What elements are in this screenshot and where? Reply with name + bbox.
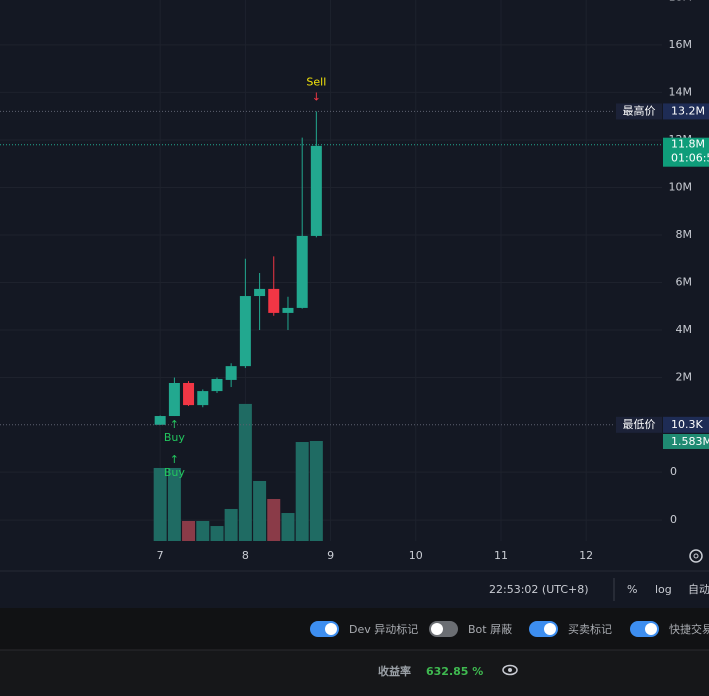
volume-bar <box>153 467 167 541</box>
volume-bar <box>210 526 224 541</box>
badge-bg <box>663 416 709 433</box>
badge-label: 最低价 <box>623 418 656 431</box>
footer-bg <box>0 650 709 696</box>
badge-bg <box>616 416 662 433</box>
current-price: 11.8M <box>671 138 705 151</box>
gear[interactable] <box>689 549 703 563</box>
candle-body <box>168 383 180 417</box>
volume-bar <box>253 480 267 541</box>
x-tick-label: 8 <box>242 549 249 562</box>
candle-body <box>282 307 294 313</box>
y-tick-label: 18M <box>669 0 693 3</box>
volume-bar <box>309 440 323 541</box>
volume-value: 1.583M <box>671 435 709 448</box>
toggle-knob[interactable] <box>325 623 337 635</box>
y-tick-label: 10M <box>669 180 693 193</box>
volume-bar <box>167 467 181 541</box>
clock: 22:53:02 (UTC+8) <box>489 583 589 596</box>
volume-bar <box>182 520 196 541</box>
candle-body <box>296 235 308 308</box>
toggle[interactable]: Dev 异动标记 <box>310 621 418 637</box>
percent-button[interactable]: % <box>627 583 637 596</box>
toggle-knob[interactable] <box>431 623 443 635</box>
log-button[interactable]: log <box>655 583 672 596</box>
auto-button[interactable]: 自动 <box>688 583 709 596</box>
volume-bar <box>224 508 238 541</box>
settings-icon[interactable] <box>689 549 703 563</box>
return-value: 632.85 % <box>426 665 483 678</box>
y-tick-label: 14M <box>669 85 693 98</box>
candle-body <box>183 383 195 406</box>
toggle-label: 快捷交易 <box>669 622 709 636</box>
plot <box>153 111 323 541</box>
chart-bg <box>0 0 709 571</box>
volume-bar <box>196 520 210 541</box>
candle-body <box>268 288 280 313</box>
y-tick-label: 4M <box>676 323 693 336</box>
x-tick-label: 9 <box>327 549 334 562</box>
annotation-text: Sell <box>306 75 326 88</box>
badge-label: 最高价 <box>623 103 656 117</box>
toggle-knob[interactable] <box>544 623 556 635</box>
y2-tick-label: 0 <box>670 465 677 478</box>
y-tick-label: 8M <box>676 228 693 241</box>
annotation-text: Buy <box>164 431 186 444</box>
candle-body <box>310 145 322 236</box>
volume-badge <box>663 433 709 449</box>
toggle-knob[interactable] <box>645 623 657 635</box>
x-tick-label: 11 <box>494 549 508 562</box>
candle-body <box>154 416 166 425</box>
pupil[interactable] <box>508 668 512 672</box>
annotation-arrow: ↑ <box>170 453 179 466</box>
badge-bg <box>663 103 709 120</box>
candle-body <box>225 366 237 380</box>
x-tick-label: 10 <box>409 549 423 562</box>
annotation-text: Buy <box>164 466 186 479</box>
toggle[interactable]: 快捷交易 <box>630 621 709 637</box>
toggle[interactable]: 买卖标记 <box>529 621 612 637</box>
x-tick-label: 12 <box>579 549 593 562</box>
candle-body <box>254 288 266 297</box>
current-price-badge <box>663 137 709 167</box>
toggle[interactable]: Bot 屏蔽 <box>429 621 512 637</box>
return-label: 收益率 <box>378 664 411 678</box>
toggle-label: Dev 异动标记 <box>349 622 418 636</box>
volume-bar <box>281 513 295 541</box>
eye-icon[interactable] <box>502 664 518 676</box>
gear-hub[interactable] <box>693 553 699 559</box>
toggle-bar <box>0 608 709 650</box>
volume-bar <box>267 498 281 541</box>
candle-body <box>197 391 209 406</box>
volume-bar <box>295 442 309 541</box>
eye[interactable] <box>502 664 518 676</box>
volume-bar <box>238 403 252 541</box>
badge-bg <box>616 103 662 120</box>
toggle-label: Bot 屏蔽 <box>468 623 512 636</box>
toolbar-bg <box>0 571 709 608</box>
badge-value: 10.3K <box>671 418 703 431</box>
toggle-label: 买卖标记 <box>568 622 612 636</box>
y-tick-label: 6M <box>676 275 693 288</box>
y-tick-label: 16M <box>669 38 693 51</box>
y-tick-label: 2M <box>676 371 693 384</box>
y2-tick-label: 0 <box>670 513 677 526</box>
x-tick-label: 7 <box>157 549 164 562</box>
candle-body <box>211 378 223 392</box>
badge-value: 13.2M <box>671 104 705 117</box>
annotation-arrow: ↓ <box>312 90 321 103</box>
countdown: 01:06:5 <box>671 152 709 165</box>
candle-body <box>239 296 251 367</box>
